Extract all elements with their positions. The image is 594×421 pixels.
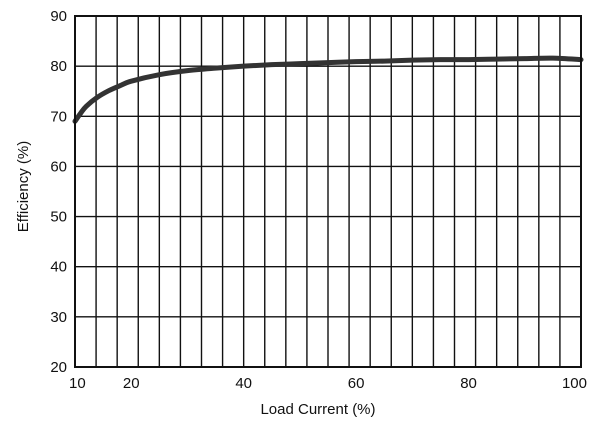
series-layer <box>72 55 584 124</box>
x-tick-labels: 10 20 40 60 80 100 <box>69 375 587 392</box>
y-tick-label: 20 <box>50 359 67 376</box>
x-tick-label: 80 <box>460 375 477 392</box>
y-tick-label: 90 <box>50 8 67 25</box>
x-axis-label: Load Current (%) <box>260 401 375 418</box>
y-tick-label: 60 <box>50 158 67 175</box>
x-tick-label: 10 <box>69 375 86 392</box>
y-tick-label: 30 <box>50 309 67 326</box>
x-tick-label: 60 <box>348 375 365 392</box>
efficiency-series-line <box>72 55 584 124</box>
x-tick-label: 100 <box>562 375 587 392</box>
y-tick-labels: 20 30 40 50 60 70 80 90 <box>50 8 67 376</box>
x-tick-label: 20 <box>123 375 140 392</box>
plot-frame <box>74 15 582 368</box>
grid <box>74 15 582 368</box>
y-axis-label: Efficiency (%) <box>15 141 32 232</box>
y-tick-label: 50 <box>50 209 67 226</box>
y-tick-label: 80 <box>50 58 67 75</box>
y-tick-label: 70 <box>50 108 67 125</box>
y-tick-label: 40 <box>50 259 67 276</box>
x-tick-label: 40 <box>235 375 252 392</box>
